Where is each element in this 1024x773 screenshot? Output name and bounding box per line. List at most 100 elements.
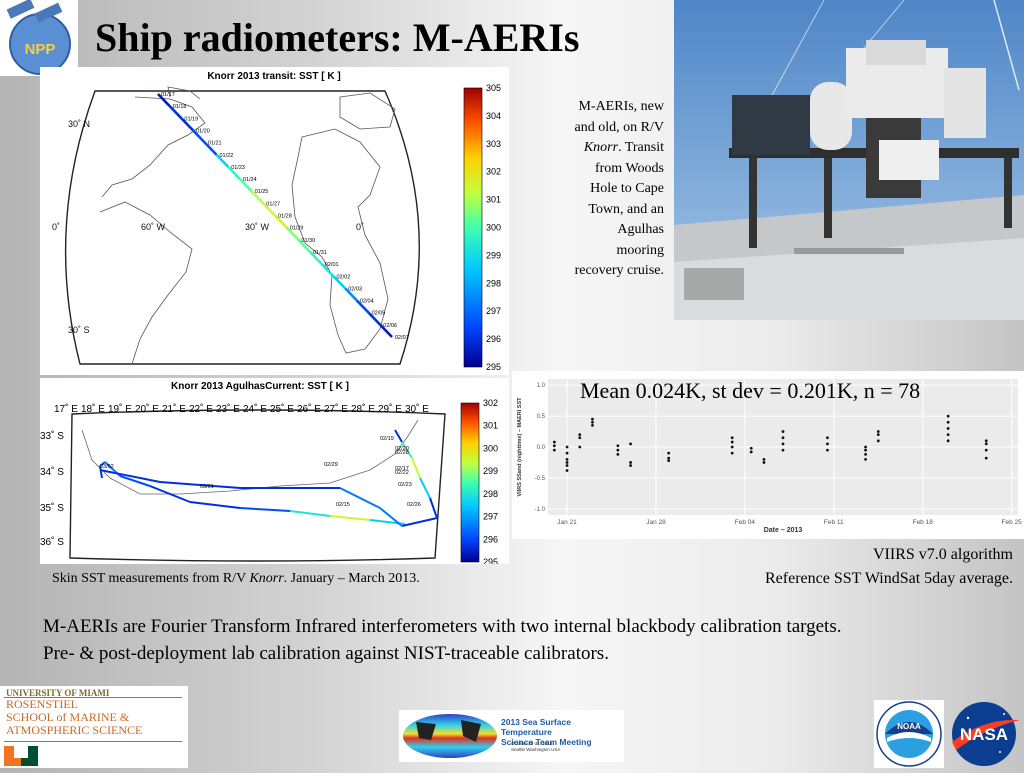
transit-colorbar-tick: 304 (486, 111, 501, 121)
transit-track-segment (238, 178, 253, 193)
transit-track-segment (332, 275, 347, 290)
agulhas-lat-label: 33˚ S (40, 430, 64, 442)
transit-colorbar-ticks: 305 304 303 302 301 300 299 298 297 296 295 (486, 83, 501, 372)
description-line: Town, and an (588, 201, 664, 217)
agulhas-lat-label: 34˚ S (40, 466, 64, 478)
sst-date-line: October 29-31, 2013 (511, 741, 553, 746)
caption-text: . January – March 2013. (283, 571, 420, 586)
rsmas-university: UNIVERSITY OF MIAMI (6, 688, 110, 698)
ship-description: M-AERIs, new and old, on R/V Knorr. Tran… (548, 97, 664, 282)
lon-label-60w: 60˚ W (141, 222, 166, 232)
description-line: Hole to Cape (590, 181, 664, 196)
scatter-point (591, 417, 594, 421)
agulhas-track-segment (289, 510, 331, 517)
transit-track-segment (157, 93, 171, 108)
description-line: from Woods (594, 160, 664, 176)
reference-note-line: Reference SST WindSat 5day average. (764, 570, 1013, 587)
scatter-point (781, 442, 785, 446)
scatter-y-tick: -1.0 (535, 507, 546, 513)
agulhas-colorbar-tick: 302 (483, 398, 498, 408)
transit-date-label: 01/17 (161, 92, 175, 98)
scatter-point (730, 436, 734, 440)
scatter-point (876, 430, 880, 433)
transit-colorbar (463, 87, 483, 368)
scatter-y-tick: 1.0 (537, 383, 546, 389)
radiometer-photo (674, 0, 1024, 320)
transit-date-label: 01/29 (290, 226, 304, 232)
caption-text: Skin SST measurements from R/V (52, 571, 250, 586)
agulhas-date-label: 02/15 (336, 502, 350, 508)
agulhas-track-segment (429, 497, 438, 519)
agulhas-lon-label: 18˚ E (81, 403, 105, 415)
lon-label-30w: 30˚ W (245, 222, 270, 232)
scatter-point (876, 439, 880, 443)
agulhas-lon-label: 27˚ E (324, 403, 348, 415)
body-line: Pre- & post-deployment lab calibration a… (43, 643, 609, 664)
transit-date-label: 02/04 (360, 299, 374, 305)
transit-track-segment (344, 287, 358, 302)
scatter-point (730, 440, 734, 444)
nasa-logo: NASA (946, 698, 1022, 768)
agulhas-lon-label: 28˚ E (351, 403, 375, 415)
noaa-logo: NOAA (874, 700, 944, 768)
scatter-point (730, 451, 734, 455)
scatter-point (864, 457, 867, 461)
agulhas-lat-label: 35˚ S (40, 502, 64, 514)
scatter-point (730, 445, 734, 449)
transit-colorbar-tick: 301 (486, 195, 501, 205)
transit-date-label: 02/02 (337, 274, 351, 280)
scatter-y-tick: 0.5 (537, 414, 546, 420)
body-line: M-AERIs are Fourier Transform Infrared i… (43, 616, 842, 637)
scatter-ylabel: VIIRS SSand (nighttime) – MAERI SST (517, 397, 523, 497)
agulhas-lon-label: 25˚ E (270, 403, 294, 415)
agulhas-date-label: 02/28 (395, 450, 409, 456)
scatter-point (667, 451, 671, 455)
transit-colorbar-tick: 296 (486, 334, 501, 344)
scatter-point (762, 461, 766, 464)
sst-location-line: Seattle Washington USA (511, 747, 561, 752)
sst-title-line: Science Team Meeting (501, 737, 592, 747)
scatter-point (946, 420, 950, 424)
scatter-point (864, 453, 867, 456)
scatter-point (826, 448, 829, 452)
scatter-y-ticks: 1.0 0.5 0.0 -0.5 -1.0 (535, 383, 546, 513)
scatter-point (565, 464, 569, 467)
scatter-point (629, 461, 632, 464)
u-logo-icon (4, 746, 38, 766)
transit-track (157, 93, 393, 338)
agulhas-map-frame (69, 409, 446, 562)
description-line: Agulhas (617, 222, 664, 237)
agulhas-track-segment (401, 441, 413, 459)
agulhas-lon-label: 30˚ E (405, 403, 429, 415)
scatter-point (876, 433, 880, 437)
agulhas-colorbar-tick: 299 (483, 466, 498, 476)
agulhas-lon-label: 24˚ E (243, 403, 267, 415)
transit-track-segment (379, 323, 393, 338)
scatter-point (629, 442, 632, 446)
agulhas-date-label: 02/23 (398, 482, 412, 488)
transit-date-label: 02/07 (395, 335, 409, 341)
transit-date-label: 01/24 (243, 177, 257, 183)
scatter-points (552, 414, 988, 472)
agulhas-track-segment (394, 429, 403, 443)
scatter-point (864, 445, 867, 449)
scatter-point (667, 459, 671, 462)
description-text: . Transit (618, 140, 664, 155)
description-line: recovery cruise. (574, 263, 664, 278)
agulhas-track-segment (99, 465, 103, 479)
transit-track-segment (320, 263, 335, 278)
scatter-point (565, 451, 569, 455)
scatter-point (616, 448, 620, 452)
transit-track-segment (285, 226, 300, 241)
transit-map-frame (64, 90, 420, 365)
agulhas-date-label: 02/29 (324, 462, 338, 468)
transit-track-segment (355, 299, 370, 314)
sst-meeting-dates: October 29-31, 2013 Seattle Washington U… (511, 741, 560, 753)
scatter-point (552, 448, 556, 452)
algorithm-note: VIIRS v7.0 algorithm Reference SST WindS… (765, 543, 1013, 591)
scatter-point (629, 464, 632, 467)
transit-colorbar-tick: 297 (486, 306, 501, 316)
lon-label-0: 0˚ (356, 222, 364, 232)
scatter-stats: Mean 0.024K, st dev = 0.201K, n = 78 (580, 378, 921, 403)
transit-track-segment (309, 251, 323, 266)
